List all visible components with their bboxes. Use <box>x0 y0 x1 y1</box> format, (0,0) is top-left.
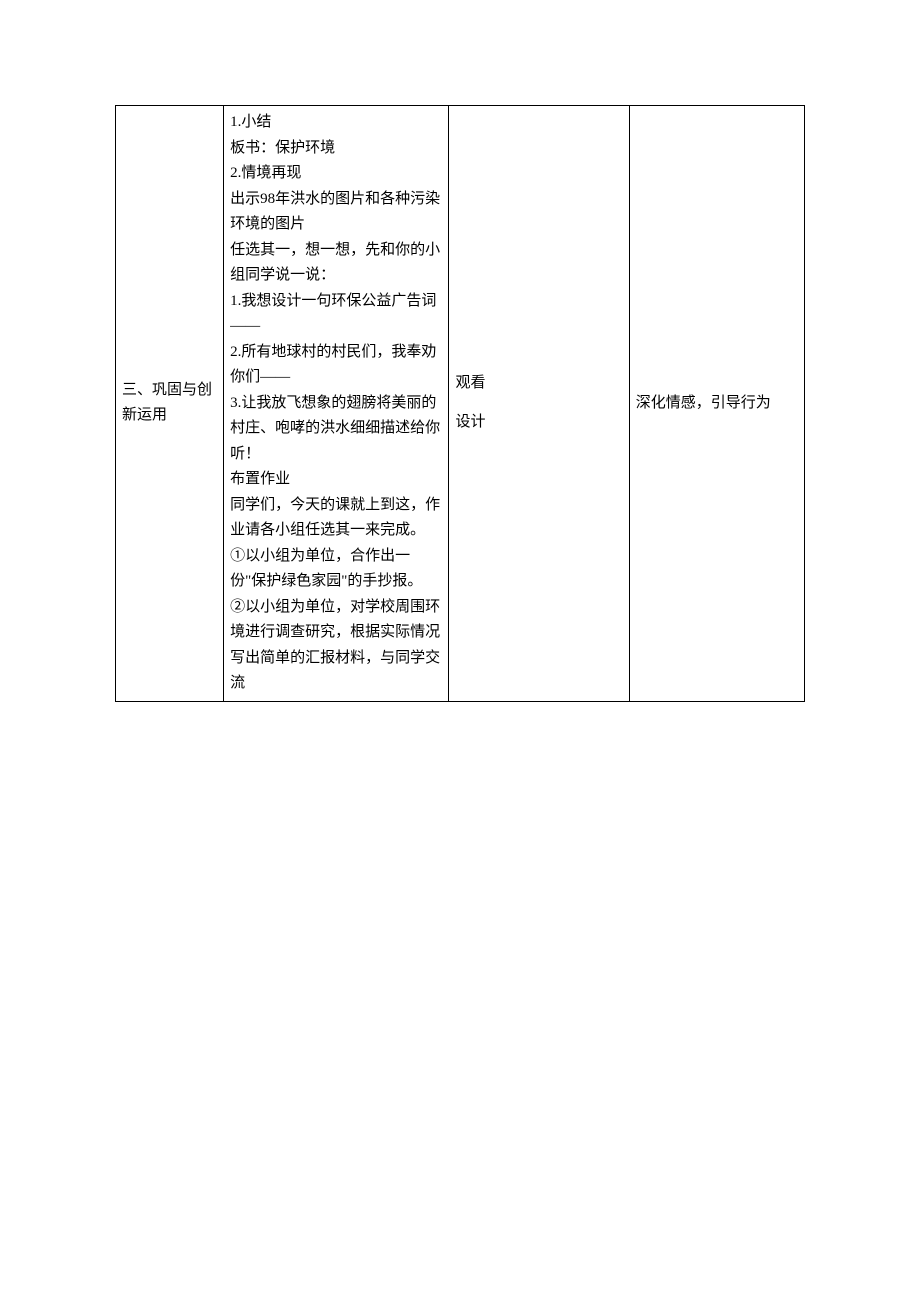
activity-line: 出示98年洪水的图片和各种污染环境的图片 <box>230 187 442 238</box>
student-action: 观看 <box>455 371 622 397</box>
student-action: 设计 <box>455 410 622 436</box>
activity-line: 同学们，今天的课就上到这，作业请各小组任选其一来完成。 <box>230 493 442 544</box>
teacher-activity-cell: 1.小结 板书：保护环境 2.情境再现 出示98年洪水的图片和各种污染环境的图片… <box>224 106 449 702</box>
activity-line: 任选其一，想一想，先和你的小组同学说一说： <box>230 238 442 289</box>
student-activity-cell: 观看 设计 <box>449 106 629 702</box>
activity-line: 板书：保护环境 <box>230 136 442 162</box>
table-row: 三、巩固与创新运用 1.小结 板书：保护环境 2.情境再现 出示98年洪水的图片… <box>116 106 805 702</box>
activity-line: 1.小结 <box>230 110 442 136</box>
activity-line: 1.我想设计一句环保公益广告词—— <box>230 289 442 340</box>
activity-line: ②以小组为单位，对学校周围环境进行调查研究，根据实际情况写出简单的汇报材料，与同… <box>230 595 442 697</box>
activity-line: 2.情境再现 <box>230 161 442 187</box>
section-title-cell: 三、巩固与创新运用 <box>116 106 224 702</box>
lesson-plan-table: 三、巩固与创新运用 1.小结 板书：保护环境 2.情境再现 出示98年洪水的图片… <box>115 105 805 702</box>
section-title: 三、巩固与创新运用 <box>122 382 212 424</box>
design-intent-cell: 深化情感，引导行为 <box>629 106 804 702</box>
activity-line: 布置作业 <box>230 467 442 493</box>
activity-line: 2.所有地球村的村民们，我奉劝你们—— <box>230 340 442 391</box>
activity-line: ①以小组为单位，合作出一份"保护绿色家园"的手抄报。 <box>230 544 442 595</box>
activity-line: 3.让我放飞想象的翅膀将美丽的村庄、咆哮的洪水细细描述给你听！ <box>230 391 442 468</box>
design-intent: 深化情感，引导行为 <box>636 395 771 411</box>
